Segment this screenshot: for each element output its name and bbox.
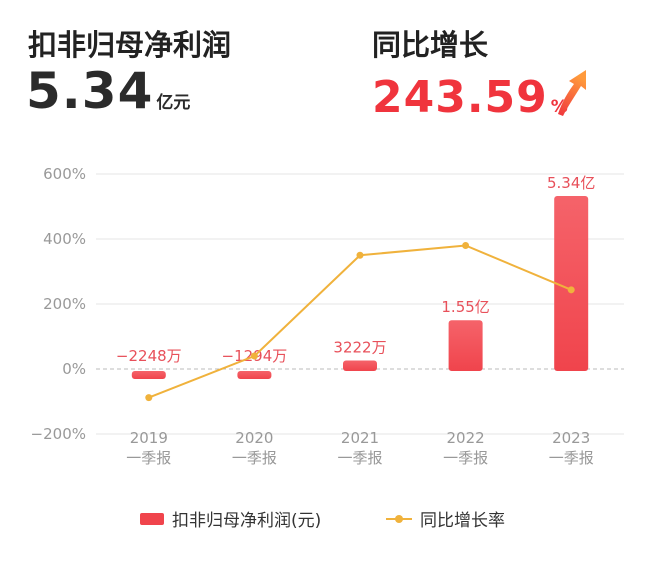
y-tick-label: 600%: [43, 165, 86, 183]
bar: [554, 196, 589, 371]
x-tick-year: 2019: [130, 429, 168, 447]
x-tick-year: 2023: [552, 429, 590, 447]
y-tick-label: −200%: [31, 425, 86, 443]
bar: [237, 371, 272, 379]
legend-profit: 扣非归母净利润(元): [140, 506, 321, 531]
bar-data-label: 1.55亿: [441, 298, 489, 316]
y-tick-label: 200%: [43, 295, 86, 313]
y-tick-label: 0%: [62, 360, 86, 378]
legend-profit-label: 扣非归母净利润(元): [172, 511, 322, 531]
bar-data-label: 3222万: [333, 338, 386, 356]
x-tick-year: 2022: [447, 429, 485, 447]
x-tick-period: 一季报: [337, 449, 382, 467]
legend-bar-swatch: [140, 512, 164, 525]
growth-point: [356, 251, 364, 259]
profit-metric-label: 扣非归母净利润: [28, 28, 232, 62]
growth-value: 243.59: [372, 72, 548, 123]
x-tick-year: 2020: [235, 429, 273, 447]
bar-data-label: 5.34亿: [547, 174, 595, 192]
bar: [343, 360, 377, 371]
arrow-up-icon: [558, 70, 586, 116]
legend-growth: 同比增长率: [386, 506, 505, 531]
growth-point: [250, 352, 258, 360]
growth-point: [462, 242, 470, 249]
profit-value-row: 5.34 亿元: [26, 62, 190, 120]
x-tick-period: 一季报: [549, 449, 594, 467]
growth-point: [145, 394, 153, 402]
profit-value: 5.34: [26, 62, 154, 120]
x-tick-period: 一季报: [232, 449, 277, 467]
growth-line: [148, 244, 572, 399]
legend-growth-label: 同比增长率: [420, 511, 505, 531]
profit-unit: 亿元: [156, 93, 191, 113]
growth-point: [567, 286, 575, 294]
x-tick-period: 一季报: [443, 449, 488, 467]
y-tick-label: 400%: [43, 230, 86, 248]
x-tick-period: 一季报: [126, 449, 171, 467]
profit-growth-chart: 600%400%200%0%−200%−2248万−1294万3222万1.55…: [31, 165, 624, 467]
growth-metric-label: 同比增长: [372, 28, 489, 62]
growth-value-row: 243.59%: [372, 72, 568, 123]
legend-line-swatch: [386, 513, 412, 525]
x-tick-year: 2021: [341, 429, 379, 447]
bar: [448, 320, 483, 371]
bar: [131, 371, 166, 379]
bar-data-label: −2248万: [116, 347, 182, 365]
